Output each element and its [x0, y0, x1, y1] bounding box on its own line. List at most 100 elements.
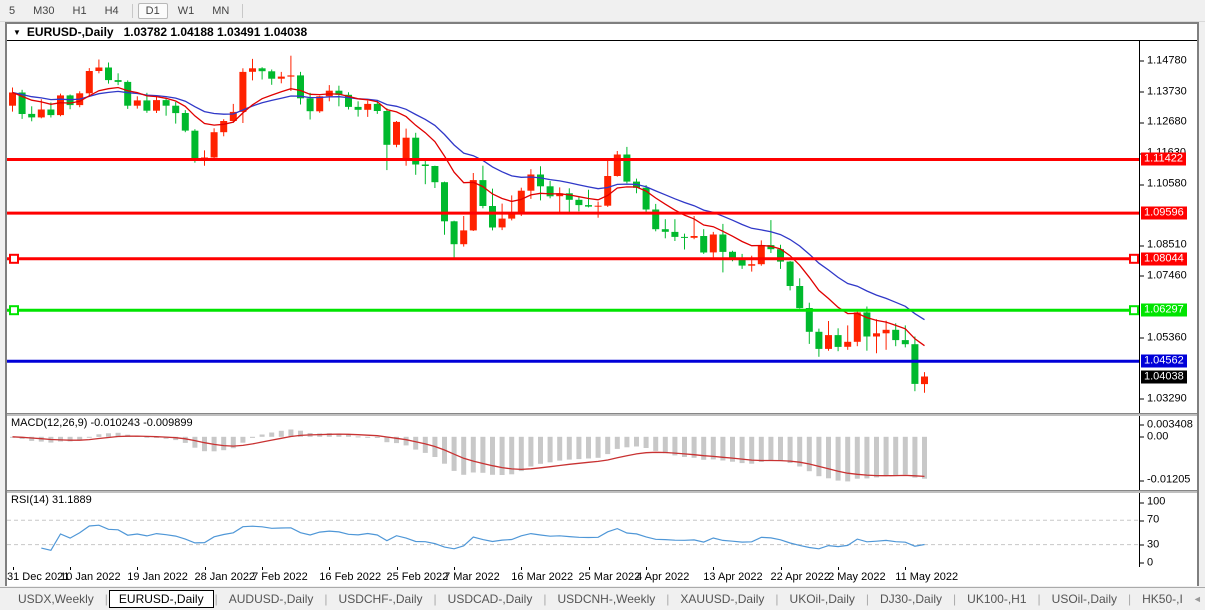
chart-window: ▼ EURUSD-,Daily 1.03782 1.04188 1.03491 … [5, 22, 1199, 586]
toolbar-separator [242, 3, 244, 18]
time-tick-label: 11 May 2022 [895, 571, 959, 583]
tab-separator: | [324, 592, 328, 606]
time-tick-label: 19 Jan 2022 [127, 571, 188, 583]
time-tick-mark [838, 567, 840, 570]
chart-tab-usdchf-[interactable]: USDCHF-,Daily [338, 592, 423, 606]
tab-separator: | [433, 592, 437, 606]
chart-symbol-title: EURUSD-,Daily [26, 25, 114, 39]
chart-title-bar: ▼ EURUSD-,Daily 1.03782 1.04188 1.03491 … [7, 24, 1197, 41]
time-tick-label: 13 Apr 2022 [703, 571, 763, 583]
rsi-tick: 0 [1140, 557, 1153, 568]
chart-tab-xauusd-[interactable]: XAUUSD-,Daily [680, 592, 765, 606]
hline-price-tag: 1.08044 [1141, 252, 1187, 266]
chart-tab-dj30-[interactable]: DJ30-,Daily [880, 592, 943, 606]
chart-tab-eurusd-[interactable]: EURUSD-,Daily [108, 590, 214, 608]
current-price-tag: 1.04038 [1141, 370, 1187, 384]
time-tick-label: 31 Dec 2021 [7, 571, 70, 583]
tab-separator: | [1037, 592, 1041, 606]
time-axis: 31 Dec 2021 10 Jan 2022 19 Jan 2022 28 Jan … [7, 567, 1197, 586]
chart-tab-usdcad-[interactable]: USDCAD-,Daily [447, 592, 533, 606]
time-tick-mark [204, 567, 206, 570]
chart-dropdown-icon[interactable]: ▼ [13, 27, 21, 37]
chart-tab-uk100-[interactable]: UK100-,H1 [967, 592, 1027, 606]
time-tick-label: 2 May 2022 [828, 571, 886, 583]
chart-tab-usdcnh-[interactable]: USDCNH-,Weekly [557, 592, 656, 606]
price-axis: 1.147801.137301.126801.116301.105801.085… [1139, 41, 1196, 568]
toolbar-separator [131, 3, 133, 18]
timeframe-button-5[interactable]: 5 [9, 4, 16, 17]
price-tick: 1.07460 [1140, 270, 1187, 281]
price-tick: 1.10580 [1140, 178, 1187, 190]
time-tick-label: 22 Apr 2022 [770, 571, 830, 583]
time-tick-mark [396, 567, 398, 570]
tab-separator: | [104, 592, 108, 606]
price-tick: 1.13730 [1140, 86, 1187, 97]
time-tick-label: 16 Mar 2022 [511, 571, 574, 583]
rsi-tick: 70 [1140, 514, 1159, 526]
time-tick-label: 4 Apr 2022 [636, 571, 690, 583]
chart-tabs-bar: USDX,Weekly | EURUSD-,Daily | AUDUSD-,Daily |… [0, 587, 1205, 610]
tab-scroll-left-icon[interactable]: ◄ [1192, 594, 1202, 604]
chart-tab-usdx[interactable]: USDX,Weekly [18, 592, 94, 606]
macd-label: MACD(12,26,9) -0.010243 -0.009899 [11, 417, 193, 429]
macd-tick: 0.003408 [1140, 419, 1193, 430]
price-tick: 1.08510 [1140, 239, 1187, 251]
price-tick: 1.05360 [1140, 332, 1187, 343]
rsi-value: 31.1889 [51, 494, 92, 506]
time-tick-label: 7 Mar 2022 [444, 571, 500, 583]
time-tick-mark [646, 567, 648, 570]
time-tick-mark [588, 567, 590, 570]
timeframe-button-mn[interactable]: MN [212, 4, 230, 17]
hline-price-tag: 1.11422 [1141, 152, 1186, 166]
rsi-name: RSI(14) [11, 494, 49, 506]
price-tick: 1.12680 [1140, 116, 1187, 128]
macd-name: MACD(12,26,9) [11, 417, 88, 429]
time-tick-mark [12, 567, 14, 570]
price-tick: 1.14780 [1140, 55, 1187, 66]
time-tick-label: 10 Jan 2022 [60, 571, 121, 583]
tab-separator: | [1128, 592, 1132, 606]
time-tick-label: 28 Jan 2022 [194, 571, 256, 583]
timeframe-button-h4[interactable]: H4 [104, 4, 119, 17]
chart-tab-audusd-[interactable]: AUDUSD-,Daily [228, 592, 314, 606]
timeframe-button-w1[interactable]: W1 [177, 4, 195, 17]
chart-tab-usoil-[interactable]: USOil-,Daily [1051, 592, 1117, 606]
time-tick-mark [454, 567, 456, 570]
chart-tab-ukoil-[interactable]: UKOil-,Daily [789, 592, 855, 606]
chart-ohlc-values: 1.03782 1.04188 1.03491 1.04038 [123, 25, 308, 39]
hline-price-tag: 1.06297 [1141, 303, 1187, 317]
macd-values: -0.010243 -0.009899 [90, 417, 193, 429]
macd-tick: -0.01205 [1140, 474, 1190, 486]
time-tick-mark [905, 567, 907, 570]
hline-price-tag: 1.04562 [1141, 354, 1187, 368]
tab-separator: | [666, 592, 670, 606]
timeframe-button-m30[interactable]: M30 [33, 4, 55, 17]
timeframe-button-h1[interactable]: H1 [72, 4, 87, 17]
time-tick-label: 25 Feb 2022 [386, 571, 449, 583]
timeframe-button-d1[interactable]: D1 [137, 2, 168, 19]
rsi-tick: 30 [1140, 539, 1159, 550]
macd-chart[interactable] [7, 416, 1139, 490]
tab-separator: | [865, 592, 870, 606]
tab-separator: | [775, 592, 779, 606]
hline-price-tag: 1.09596 [1141, 206, 1187, 220]
time-tick-label: 7 Feb 2022 [252, 571, 308, 583]
macd-tick: 0.00 [1140, 431, 1168, 442]
time-tick-mark [137, 567, 139, 570]
candlestick-chart[interactable] [7, 41, 1139, 413]
pane-separator[interactable] [7, 413, 1197, 416]
time-tick-mark [713, 567, 715, 570]
time-tick-mark [70, 567, 72, 570]
pane-separator[interactable] [7, 490, 1197, 493]
tab-separator: | [953, 592, 957, 606]
time-tick-label: 16 Feb 2022 [319, 571, 382, 583]
price-tick: 1.03290 [1140, 393, 1187, 404]
timeframe-toolbar: 5 M30 H1 H4 D1 W1 MN [0, 0, 1205, 22]
time-tick-label: 25 Mar 2022 [578, 571, 641, 583]
time-tick-mark [521, 567, 523, 570]
rsi-label: RSI(14) 31.1889 [11, 494, 92, 506]
time-tick-mark [262, 567, 264, 570]
chart-tab-hk50-[interactable]: HK50-,I [1142, 592, 1183, 606]
rsi-chart[interactable] [7, 493, 1139, 567]
